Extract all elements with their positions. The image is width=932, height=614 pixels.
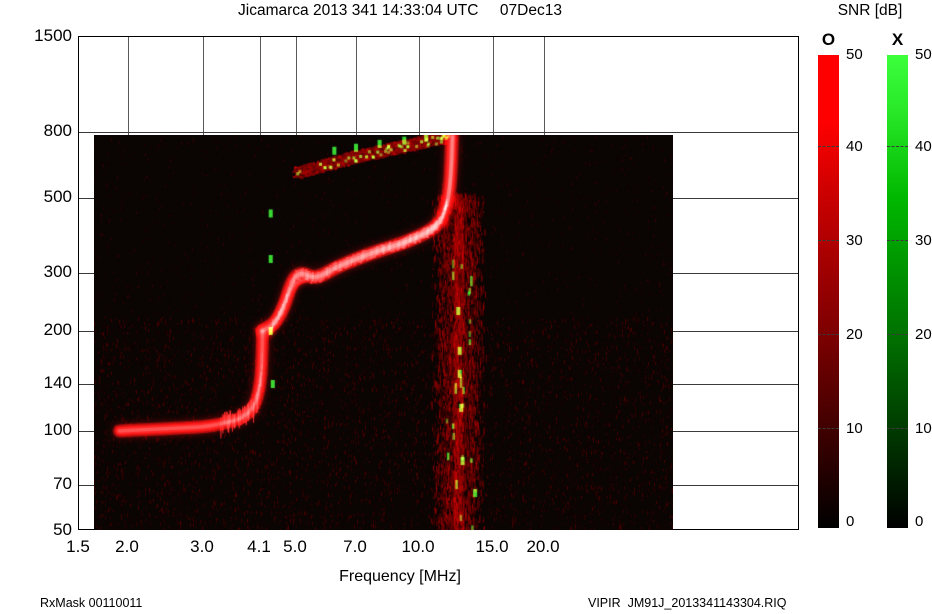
ytick-500: 500 xyxy=(43,187,72,206)
xtick-10.0: 10.0 xyxy=(401,537,435,556)
colorbar-o-tick-30: 30 xyxy=(846,232,863,249)
colorbar-o-tick-10: 10 xyxy=(846,420,863,437)
colorbar-x-dash-40 xyxy=(887,146,908,147)
ytick-800: 800 xyxy=(43,121,72,140)
xtick-2.0: 2.0 xyxy=(115,537,139,556)
plot-area xyxy=(78,36,799,530)
colorbar-x-tick-20: 20 xyxy=(915,326,932,343)
xtick-3.0: 3.0 xyxy=(190,537,214,556)
colorbar-o-gradient xyxy=(818,55,839,528)
colorbar-x-label: X xyxy=(891,30,904,49)
colorbar-o-dash-10 xyxy=(818,428,839,429)
colorbar-x-tick-10: 10 xyxy=(915,420,932,437)
colorbar-x-dash-30 xyxy=(887,240,908,241)
colorbar-o-label: O xyxy=(821,30,836,49)
ytick-100: 100 xyxy=(43,420,72,439)
colorbar-x-tick-50: 50 xyxy=(915,46,932,63)
xtick-7.0: 7.0 xyxy=(343,537,367,556)
ytick-140: 140 xyxy=(43,373,72,392)
gridline-h-800 xyxy=(79,132,798,133)
colorbar-title: SNR [dB] xyxy=(837,2,903,19)
footer-filename: VIPIR JM91J_2013341143304.RIQ xyxy=(588,596,787,610)
colorbar-o-tick-50: 50 xyxy=(846,46,863,63)
colorbar-o-tick-0: 0 xyxy=(846,513,855,530)
footer-rxmask: RxMask 00110011 xyxy=(40,596,143,610)
colorbar-o-tick-20: 20 xyxy=(846,326,863,343)
xtick-1.5: 1.5 xyxy=(66,537,90,556)
ionogram-raster xyxy=(94,135,673,530)
colorbar-o-tick-40: 40 xyxy=(846,138,863,155)
colorbar-x-gradient xyxy=(887,55,908,528)
xtick-20.0: 20.0 xyxy=(526,537,560,556)
colorbar-x-tick-0: 0 xyxy=(915,513,924,530)
ytick-1500: 1500 xyxy=(34,26,72,45)
colorbar-o-dash-30 xyxy=(818,240,839,241)
xtick-4.1: 4.1 xyxy=(247,537,271,556)
colorbar-o-dash-40 xyxy=(818,146,839,147)
y-axis-tick-labels: 1500 800 500 300 200 140 100 70 50 xyxy=(8,0,72,614)
colorbar-x-tick-30: 30 xyxy=(915,232,932,249)
ytick-50: 50 xyxy=(53,520,72,539)
xtick-5.0: 5.0 xyxy=(283,537,307,556)
ytick-70: 70 xyxy=(53,474,72,493)
xtick-15.0: 15.0 xyxy=(475,537,509,556)
page-title: Jicamarca 2013 341 14:33:04 UTC 07Dec13 xyxy=(238,2,562,19)
colorbar-x-dash-20 xyxy=(887,334,908,335)
colorbar-o-dash-20 xyxy=(818,334,839,335)
x-axis-label: Frequency [MHz] xyxy=(339,568,461,585)
colorbar-x-tick-40: 40 xyxy=(915,138,932,155)
colorbar-x-dash-10 xyxy=(887,428,908,429)
ytick-200: 200 xyxy=(43,320,72,339)
ytick-300: 300 xyxy=(43,262,72,281)
